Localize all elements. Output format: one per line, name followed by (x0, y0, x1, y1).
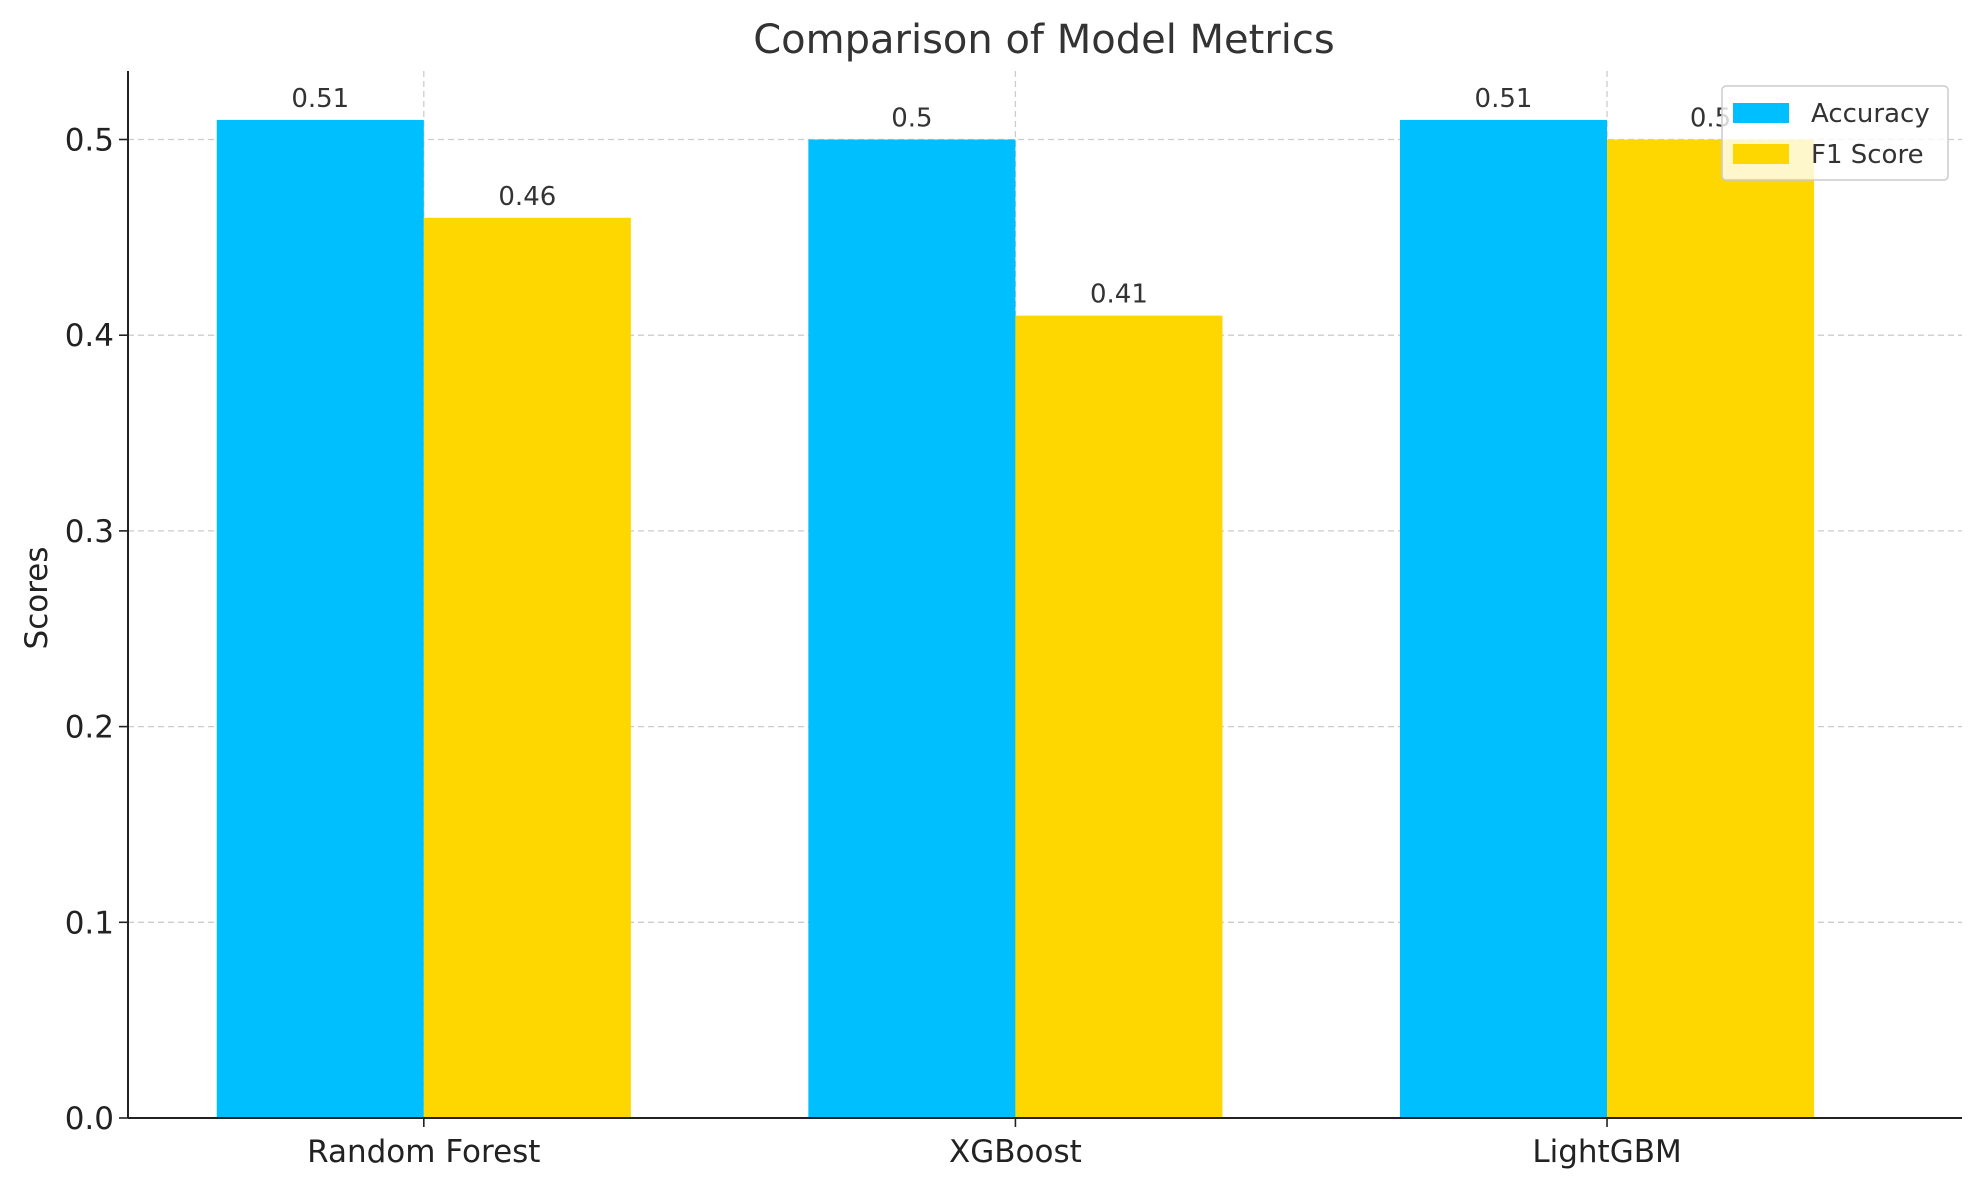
y-tick-label: 0.3 (65, 514, 114, 550)
y-axis-label: Scores (19, 547, 55, 650)
y-tick-label: 0.0 (65, 1101, 114, 1137)
data-labels: 0.510.50.510.460.410.5 (291, 84, 1731, 310)
data-label: 0.5 (891, 103, 932, 133)
chart-title: Comparison of Model Metrics (753, 17, 1334, 63)
data-label: 0.51 (291, 84, 349, 114)
data-label: 0.46 (498, 182, 556, 212)
bar-accuracy (808, 139, 1016, 1118)
x-tick-label: Random Forest (307, 1134, 540, 1170)
legend-label: F1 Score (1811, 140, 1924, 170)
data-label: 0.41 (1090, 280, 1148, 310)
y-tick-label: 0.1 (65, 905, 114, 941)
bar-f1-score (1015, 315, 1223, 1118)
y-tick-label: 0.5 (65, 122, 114, 158)
y-tick-label: 0.2 (65, 710, 114, 746)
bar-accuracy (216, 119, 424, 1118)
legend-label: Accuracy (1811, 99, 1930, 129)
x-tick-label: LightGBM (1532, 1134, 1681, 1170)
legend-swatch (1733, 103, 1789, 123)
tick-labels: 0.0 0.1 0.2 0.3 0.4 0.5 Random Forest XGBoost Li… (65, 122, 1682, 1170)
bar-accuracy (1399, 119, 1608, 1118)
bars (216, 119, 1815, 1118)
bar-f1-score (1607, 139, 1815, 1118)
legend: Accuracy F1 Score (1721, 85, 1949, 181)
bar-f1-score (423, 217, 631, 1118)
y-tick-label: 0.4 (65, 318, 114, 354)
x-tick-label: XGBoost (949, 1134, 1082, 1170)
data-label: 0.51 (1475, 84, 1533, 114)
legend-swatch (1733, 144, 1789, 164)
axes (119, 71, 1962, 1127)
